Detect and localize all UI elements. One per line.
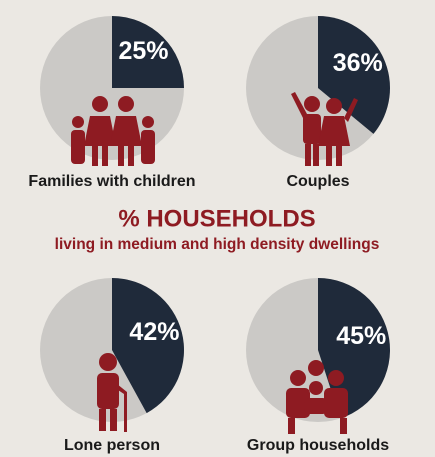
pie-label: Families with children (28, 173, 195, 190)
pie-slice (112, 16, 184, 88)
pie-value-label: 25% (119, 37, 169, 65)
pie-label: Couples (286, 173, 349, 190)
title: % HOUSEHOLDS (118, 205, 315, 232)
couple-icon (291, 92, 358, 166)
pie-slice (112, 278, 184, 414)
pie-label: Lone person (64, 437, 160, 454)
person-icon (97, 353, 127, 432)
pie-label: Group households (247, 437, 389, 454)
pie-value-label: 36% (333, 49, 383, 77)
icons (71, 92, 358, 434)
group-icon (286, 360, 348, 434)
subtitle: living in medium and high density dwelli… (55, 236, 380, 253)
pie-slice (318, 16, 391, 134)
family-icon (71, 96, 155, 166)
pie-value-label: 45% (336, 322, 386, 350)
pie-value-label: 42% (129, 318, 179, 346)
